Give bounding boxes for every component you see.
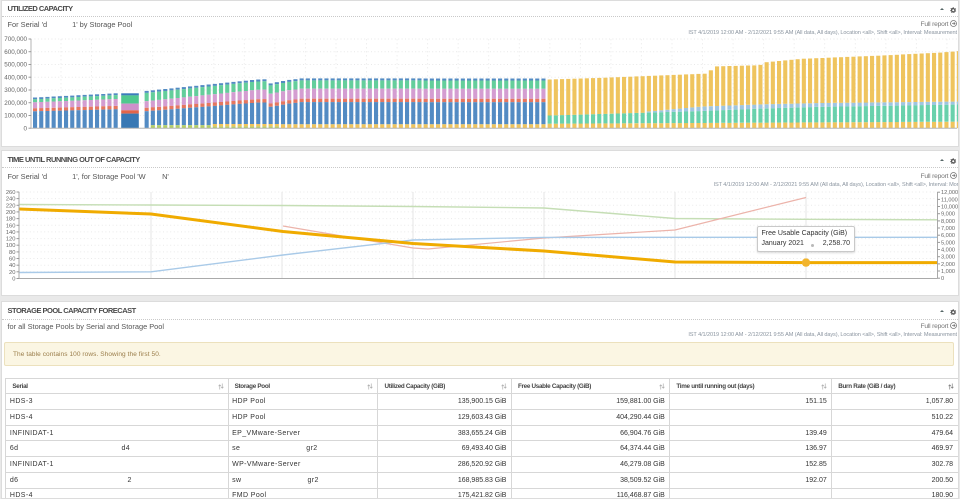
svg-text:10,000: 10,000 xyxy=(941,205,958,211)
svg-text:5,000: 5,000 xyxy=(941,240,955,246)
svg-text:100: 100 xyxy=(6,243,16,249)
svg-text:60: 60 xyxy=(9,257,15,263)
svg-text:40: 40 xyxy=(9,263,15,269)
svg-text:12,000: 12,000 xyxy=(941,190,958,196)
svg-text:160: 160 xyxy=(6,223,16,229)
svg-text:80: 80 xyxy=(9,250,15,256)
svg-text:1,000: 1,000 xyxy=(941,269,955,275)
svg-text:400,000: 400,000 xyxy=(4,74,27,81)
svg-text:7,000: 7,000 xyxy=(941,226,955,232)
svg-text:6,000: 6,000 xyxy=(941,233,955,239)
svg-text:0: 0 xyxy=(23,125,27,132)
svg-text:11,000: 11,000 xyxy=(941,197,958,203)
svg-text:0: 0 xyxy=(941,276,944,282)
svg-text:20: 20 xyxy=(9,270,15,276)
svg-text:260: 260 xyxy=(6,190,16,196)
svg-text:4,000: 4,000 xyxy=(941,248,955,254)
svg-text:240: 240 xyxy=(6,197,16,203)
svg-text:500,000: 500,000 xyxy=(4,62,27,69)
svg-text:120: 120 xyxy=(6,237,16,243)
svg-text:600,000: 600,000 xyxy=(4,49,27,56)
svg-text:8,000: 8,000 xyxy=(941,219,955,225)
svg-text:200,000: 200,000 xyxy=(4,100,27,107)
svg-text:200: 200 xyxy=(6,210,16,216)
svg-text:180: 180 xyxy=(6,217,16,223)
svg-text:100,000: 100,000 xyxy=(4,113,27,120)
svg-text:9,000: 9,000 xyxy=(941,212,955,218)
svg-text:2,000: 2,000 xyxy=(941,262,955,268)
svg-text:220: 220 xyxy=(6,203,16,209)
svg-text:300,000: 300,000 xyxy=(4,87,27,94)
svg-text:0: 0 xyxy=(12,277,15,283)
svg-text:140: 140 xyxy=(6,230,16,236)
svg-text:3,000: 3,000 xyxy=(941,255,955,261)
svg-text:700,000: 700,000 xyxy=(4,36,27,43)
